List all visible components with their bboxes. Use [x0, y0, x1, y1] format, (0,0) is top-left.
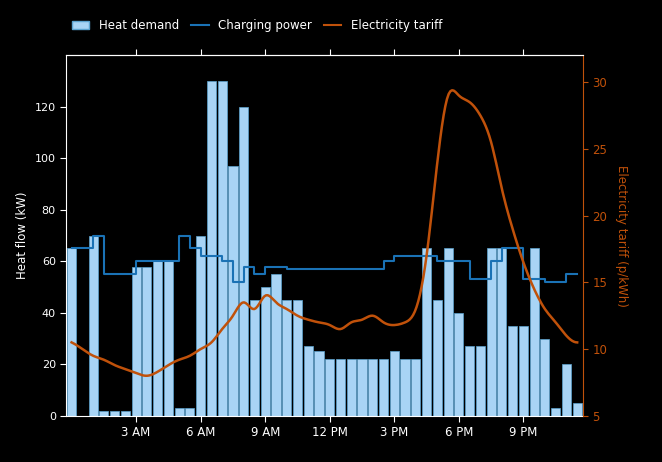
Bar: [368, 359, 377, 416]
Bar: [325, 359, 334, 416]
Bar: [153, 261, 162, 416]
Bar: [239, 107, 248, 416]
Bar: [401, 359, 410, 416]
Bar: [530, 249, 539, 416]
Bar: [347, 359, 356, 416]
Bar: [271, 274, 281, 416]
Bar: [454, 313, 463, 416]
Bar: [487, 249, 496, 416]
Bar: [444, 249, 453, 416]
Bar: [164, 261, 173, 416]
Bar: [99, 411, 109, 416]
Bar: [142, 267, 152, 416]
Bar: [390, 352, 399, 416]
Bar: [519, 326, 528, 416]
Bar: [218, 81, 227, 416]
Bar: [476, 346, 485, 416]
Bar: [465, 346, 474, 416]
Bar: [261, 287, 270, 416]
Bar: [433, 300, 442, 416]
Legend: Heat demand, Charging power, Electricity tariff: Heat demand, Charging power, Electricity…: [67, 14, 447, 37]
Bar: [379, 359, 388, 416]
Y-axis label: Electricity tariff (p/kWh): Electricity tariff (p/kWh): [615, 164, 628, 307]
Bar: [196, 236, 205, 416]
Bar: [185, 408, 195, 416]
Y-axis label: Heat flow (kW): Heat flow (kW): [16, 192, 29, 280]
Bar: [175, 408, 184, 416]
Bar: [497, 249, 506, 416]
Bar: [89, 236, 98, 416]
Bar: [357, 359, 367, 416]
Bar: [551, 408, 560, 416]
Bar: [250, 300, 259, 416]
Bar: [207, 81, 216, 416]
Bar: [304, 346, 313, 416]
Bar: [562, 365, 571, 416]
Bar: [293, 300, 302, 416]
Bar: [422, 249, 431, 416]
Bar: [67, 249, 76, 416]
Bar: [508, 326, 517, 416]
Bar: [110, 411, 119, 416]
Bar: [132, 267, 141, 416]
Bar: [314, 352, 324, 416]
Bar: [282, 300, 291, 416]
Bar: [228, 166, 238, 416]
Bar: [411, 359, 420, 416]
Bar: [120, 411, 130, 416]
Bar: [540, 339, 549, 416]
Bar: [573, 403, 582, 416]
Bar: [336, 359, 345, 416]
